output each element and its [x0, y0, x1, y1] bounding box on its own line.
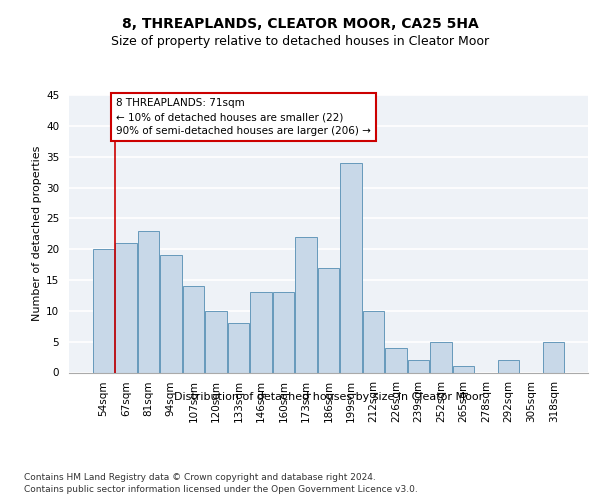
Bar — [295, 237, 317, 372]
Bar — [318, 268, 339, 372]
Bar — [385, 348, 407, 372]
Bar — [408, 360, 429, 372]
Text: Size of property relative to detached houses in Cleator Moor: Size of property relative to detached ho… — [111, 35, 489, 48]
Text: 8 THREAPLANDS: 71sqm
← 10% of detached houses are smaller (22)
90% of semi-detac: 8 THREAPLANDS: 71sqm ← 10% of detached h… — [116, 98, 371, 136]
Bar — [273, 292, 294, 372]
Bar — [430, 342, 452, 372]
Bar — [363, 311, 384, 372]
Bar — [182, 286, 204, 372]
Bar — [543, 342, 565, 372]
Bar — [453, 366, 475, 372]
Bar — [160, 256, 182, 372]
Bar — [228, 323, 249, 372]
Bar — [498, 360, 520, 372]
Bar — [92, 249, 114, 372]
Text: Distribution of detached houses by size in Cleator Moor: Distribution of detached houses by size … — [174, 392, 484, 402]
Bar — [115, 243, 137, 372]
Bar — [250, 292, 272, 372]
Text: Contains public sector information licensed under the Open Government Licence v3: Contains public sector information licen… — [24, 485, 418, 494]
Bar — [340, 163, 362, 372]
Bar — [205, 311, 227, 372]
Bar — [137, 230, 159, 372]
Text: 8, THREAPLANDS, CLEATOR MOOR, CA25 5HA: 8, THREAPLANDS, CLEATOR MOOR, CA25 5HA — [122, 18, 478, 32]
Text: Contains HM Land Registry data © Crown copyright and database right 2024.: Contains HM Land Registry data © Crown c… — [24, 472, 376, 482]
Y-axis label: Number of detached properties: Number of detached properties — [32, 146, 42, 322]
